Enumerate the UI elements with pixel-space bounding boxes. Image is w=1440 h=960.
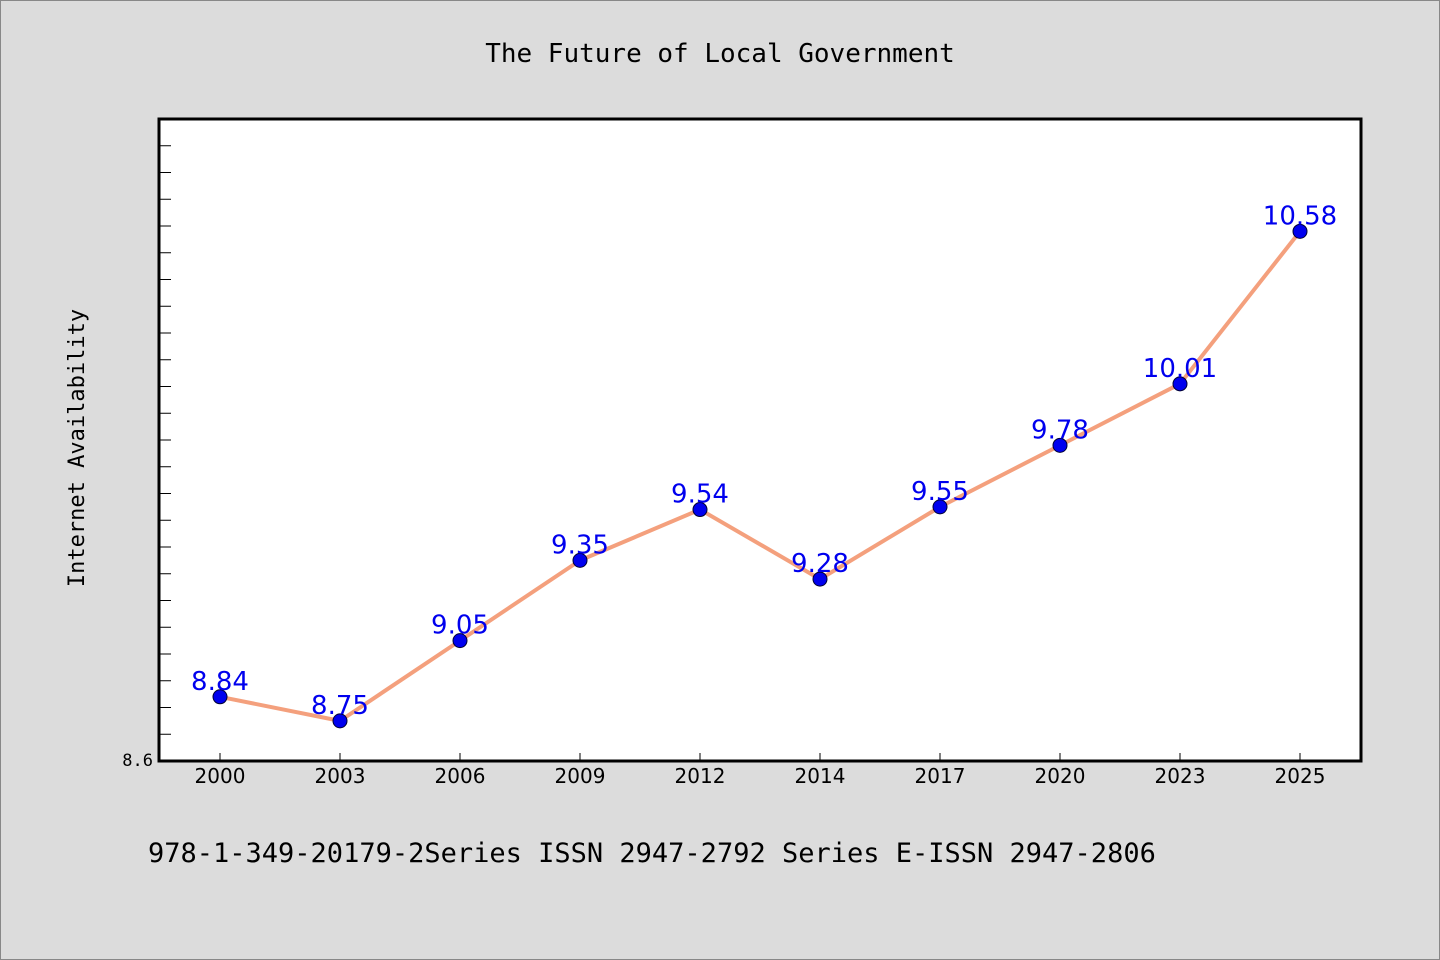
- data-point-marker: [452, 633, 468, 649]
- x-tick-label: 2012: [675, 764, 726, 788]
- data-point-marker: [812, 571, 828, 587]
- series-line: [218, 229, 1302, 723]
- data-label: 9.35: [551, 530, 609, 560]
- series-markers: [212, 223, 1308, 729]
- data-label: 8.75: [311, 691, 369, 721]
- data-point-marker: [1172, 376, 1188, 392]
- footer-isbn-text: 978-1-349-20179-2Series ISSN 2947-2792 S…: [148, 838, 1156, 869]
- x-tick-label: 2020: [1035, 764, 1086, 788]
- x-tick-label: 2025: [1275, 764, 1326, 788]
- x-tick-label: 2006: [435, 764, 486, 788]
- data-label: 9.05: [431, 611, 489, 641]
- data-label: 10.01: [1143, 354, 1217, 384]
- data-point-marker: [932, 499, 948, 515]
- y-axis-ticks: [159, 145, 171, 735]
- x-tick-label: 2023: [1155, 764, 1206, 788]
- x-axis-ticks: [219, 753, 1301, 761]
- data-label: 9.28: [791, 549, 849, 579]
- x-axis-tick-labels: 2000 2003 2006 2009 2012 2014 2017 2020 2023 2025: [195, 764, 1326, 788]
- data-point-marker: [332, 713, 348, 729]
- plot-area: [157, 117, 1363, 763]
- data-point-marker: [1292, 223, 1308, 239]
- data-label: 9.78: [1031, 415, 1089, 445]
- chart-title: The Future of Local Government: [485, 39, 955, 69]
- x-tick-label: 2003: [315, 764, 366, 788]
- y-axis-label: Internet Availability: [65, 309, 90, 587]
- data-labels: 8.84 8.75 9.05 9.35 9.54 9.28 9.55 9.78 10.01 10.…: [191, 201, 1337, 721]
- data-label: 9.54: [671, 480, 729, 510]
- x-tick-label: 2017: [915, 764, 966, 788]
- x-tick-label: 2009: [555, 764, 606, 788]
- data-point-marker: [212, 689, 228, 705]
- data-point-marker: [1052, 437, 1068, 453]
- data-label: 9.55: [911, 477, 969, 507]
- data-point-marker: [572, 552, 588, 568]
- data-label: 8.84: [191, 667, 249, 697]
- y-tick-label: 8.6: [122, 751, 153, 771]
- x-tick-label: 2014: [795, 764, 846, 788]
- data-label: 10.58: [1263, 201, 1337, 231]
- data-point-marker: [692, 502, 708, 518]
- x-tick-label: 2000: [195, 764, 246, 788]
